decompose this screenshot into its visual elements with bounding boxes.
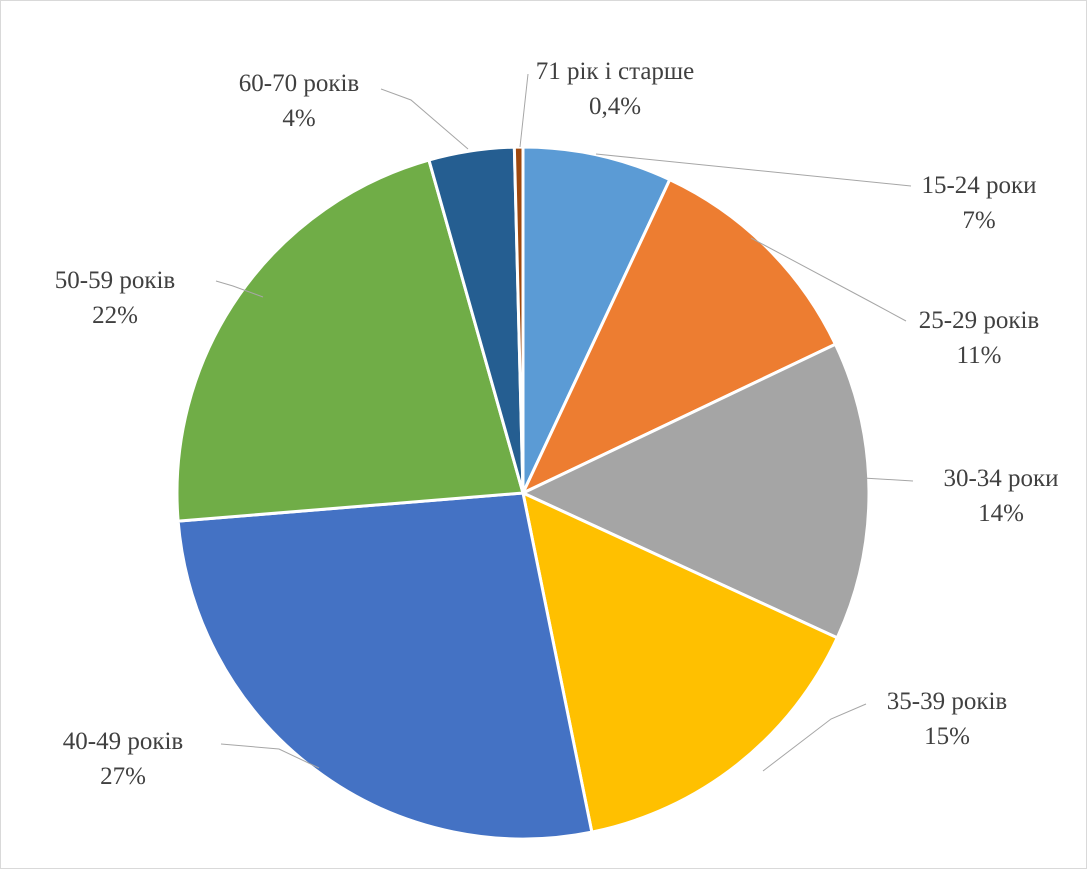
- leader-line-2: [750, 237, 907, 322]
- pie-slices: [175, 145, 871, 841]
- category-label-5: 40-49 років: [63, 728, 183, 755]
- category-label-1: 15-24 роки: [921, 172, 1036, 199]
- leader-line-8: [519, 73, 529, 148]
- category-label-7: 60-70 років: [239, 70, 359, 97]
- leader-line-7: [380, 88, 469, 150]
- leader-lines: [215, 73, 914, 772]
- pie-slice-4: [521, 491, 839, 834]
- value-label-8: 0,4%: [589, 93, 641, 120]
- pie-slice-2: [521, 178, 837, 495]
- value-label-5: 27%: [100, 763, 146, 790]
- value-label-4: 15%: [924, 723, 970, 750]
- leader-line-6: [215, 280, 264, 298]
- leader-line-5: [220, 743, 320, 769]
- category-label-4: 35-39 років: [887, 688, 1007, 715]
- value-label-1: 7%: [962, 207, 995, 234]
- category-label-6: 50-59 років: [55, 267, 175, 294]
- pie-slice-3: [521, 342, 871, 640]
- pie-slice-8: [512, 145, 525, 495]
- category-label-2: 25-29 років: [919, 307, 1039, 334]
- category-label-8: 71 рік і старше: [536, 58, 695, 85]
- leader-line-4: [762, 703, 867, 772]
- pie-slice-5: [176, 491, 594, 841]
- leader-line-3: [862, 477, 914, 482]
- pie-slice-6: [175, 158, 525, 523]
- value-label-6: 22%: [92, 302, 138, 329]
- data-labels: 15-24 роки 7% 25-29 років 11% 30-34 роки 14% 3…: [55, 58, 1059, 790]
- value-label-2: 11%: [957, 342, 1002, 369]
- pie-slice-1: [521, 145, 672, 495]
- leader-line-1: [595, 153, 912, 187]
- value-label-3: 14%: [978, 500, 1024, 527]
- category-label-3: 30-34 роки: [943, 465, 1058, 492]
- value-label-7: 4%: [282, 105, 315, 132]
